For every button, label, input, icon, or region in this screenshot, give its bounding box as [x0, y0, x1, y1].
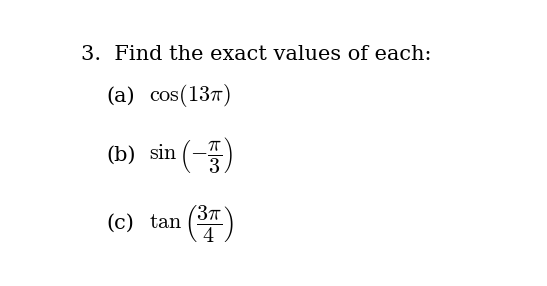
- Text: $\tan\left(\dfrac{3\pi}{4}\right)$: $\tan\left(\dfrac{3\pi}{4}\right)$: [149, 203, 234, 244]
- Text: (c): (c): [107, 214, 135, 233]
- Text: $\sin\left(-\dfrac{\pi}{3}\right)$: $\sin\left(-\dfrac{\pi}{3}\right)$: [149, 136, 232, 175]
- Text: 3.  Find the exact values of each:: 3. Find the exact values of each:: [81, 45, 432, 64]
- Text: $\cos(13\pi)$: $\cos(13\pi)$: [149, 82, 231, 110]
- Text: (a): (a): [107, 86, 135, 106]
- Text: (b): (b): [107, 146, 136, 165]
